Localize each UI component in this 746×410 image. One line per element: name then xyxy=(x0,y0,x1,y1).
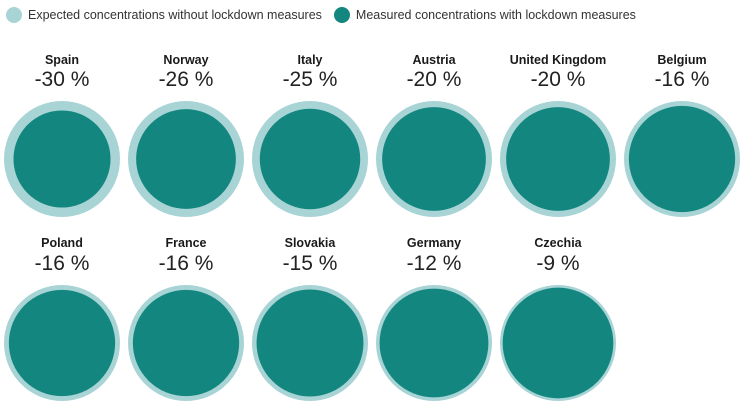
country-name-czechia: Czechia xyxy=(534,236,582,250)
legend: Expected concentrations without lockdown… xyxy=(6,5,648,25)
measured-circle-spain xyxy=(13,110,111,208)
measured-circle-belgium xyxy=(628,105,736,213)
change-label-norway: -26 % xyxy=(159,68,214,91)
country-name-norway: Norway xyxy=(163,53,208,67)
country-group-poland: Poland -16 % xyxy=(4,236,120,401)
change-label-austria: -20 % xyxy=(407,68,462,91)
country-group-united-kingdom: United Kingdom-20 % xyxy=(500,53,616,217)
country-name-france: France xyxy=(166,236,207,250)
legend-label-expected: Expected concentrations without lockdown… xyxy=(28,8,322,22)
country-name-austria: Austria xyxy=(412,53,456,67)
measured-circle-slovakia xyxy=(256,289,364,397)
change-label-italy: -25 % xyxy=(283,68,338,91)
change-label-poland: -16 % xyxy=(35,252,90,275)
country-group-italy: Italy-25 % xyxy=(252,53,368,217)
change-label-slovakia: -15 % xyxy=(283,252,338,275)
country-name-poland: Poland xyxy=(41,236,83,250)
change-label-belgium: -16 % xyxy=(655,68,710,91)
change-label-spain: -30 % xyxy=(35,68,90,91)
measured-circle-italy xyxy=(259,108,361,210)
country-name-slovakia: Slovakia xyxy=(285,236,337,250)
legend-item-measured[interactable]: Measured concentrations with lockdown me… xyxy=(333,7,636,23)
legend-item-expected[interactable]: Expected concentrations without lockdown… xyxy=(6,7,322,23)
country-name-united-kingdom: United Kingdom xyxy=(510,53,607,67)
country-group-france: France -16 % xyxy=(128,236,244,401)
country-group-slovakia: Slovakia -15 % xyxy=(252,236,368,401)
change-label-czechia: -9 % xyxy=(536,252,579,275)
legend-swatch-measured xyxy=(333,7,350,23)
country-group-norway: Norway-26 % xyxy=(128,53,244,217)
country-name-italy: Italy xyxy=(297,53,322,67)
country-name-spain: Spain xyxy=(45,53,79,67)
legend-label-measured: Measured concentrations with lockdown me… xyxy=(355,8,636,22)
legend-swatch-expected xyxy=(6,7,22,23)
measured-circle-poland xyxy=(8,289,116,397)
country-name-belgium: Belgium xyxy=(657,53,706,67)
change-label-united-kingdom: -20 % xyxy=(531,68,586,91)
country-group-czechia: Czechia -9 % xyxy=(500,236,616,401)
country-name-germany: Germany xyxy=(407,236,461,250)
change-label-france: -16 % xyxy=(159,252,214,275)
country-group-austria: Austria-20 % xyxy=(376,53,492,217)
country-group-spain: Spain-30 % xyxy=(4,53,120,217)
measured-circle-austria xyxy=(382,107,486,211)
measured-circle-france xyxy=(132,289,240,397)
measured-circle-germany xyxy=(379,288,489,398)
measured-circle-czechia xyxy=(502,287,614,399)
country-group-belgium: Belgium-16 % xyxy=(624,53,740,217)
measured-circle-norway xyxy=(136,109,236,209)
measured-circle-united-kingdom xyxy=(506,107,610,211)
country-group-germany: Germany -12 % xyxy=(376,236,492,401)
change-label-germany: -12 % xyxy=(407,252,462,275)
